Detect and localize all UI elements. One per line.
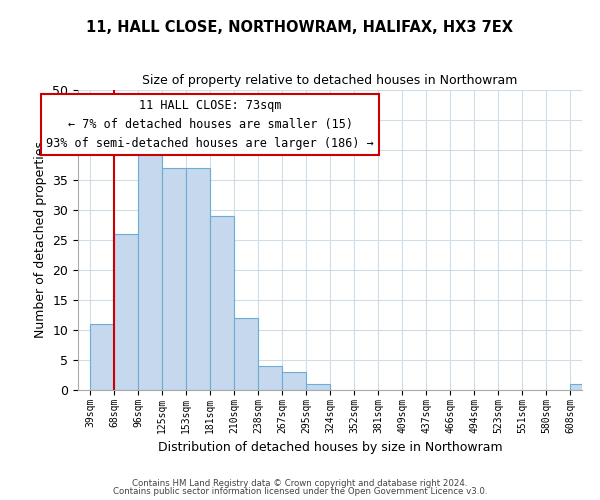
- Bar: [570, 384, 594, 390]
- Bar: [234, 318, 258, 390]
- Bar: [210, 216, 234, 390]
- Bar: [186, 168, 210, 390]
- Bar: [114, 234, 138, 390]
- Text: 11, HALL CLOSE, NORTHOWRAM, HALIFAX, HX3 7EX: 11, HALL CLOSE, NORTHOWRAM, HALIFAX, HX3…: [86, 20, 514, 35]
- Bar: [162, 168, 186, 390]
- X-axis label: Distribution of detached houses by size in Northowram: Distribution of detached houses by size …: [158, 441, 502, 454]
- Bar: [282, 372, 306, 390]
- Bar: [306, 384, 330, 390]
- Bar: [258, 366, 282, 390]
- Bar: [138, 144, 162, 390]
- Y-axis label: Number of detached properties: Number of detached properties: [34, 142, 47, 338]
- Text: Contains public sector information licensed under the Open Government Licence v3: Contains public sector information licen…: [113, 487, 487, 496]
- Title: Size of property relative to detached houses in Northowram: Size of property relative to detached ho…: [142, 74, 518, 88]
- Text: 11 HALL CLOSE: 73sqm
← 7% of detached houses are smaller (15)
93% of semi-detach: 11 HALL CLOSE: 73sqm ← 7% of detached ho…: [46, 99, 374, 150]
- Bar: [90, 324, 114, 390]
- Text: Contains HM Land Registry data © Crown copyright and database right 2024.: Contains HM Land Registry data © Crown c…: [132, 478, 468, 488]
